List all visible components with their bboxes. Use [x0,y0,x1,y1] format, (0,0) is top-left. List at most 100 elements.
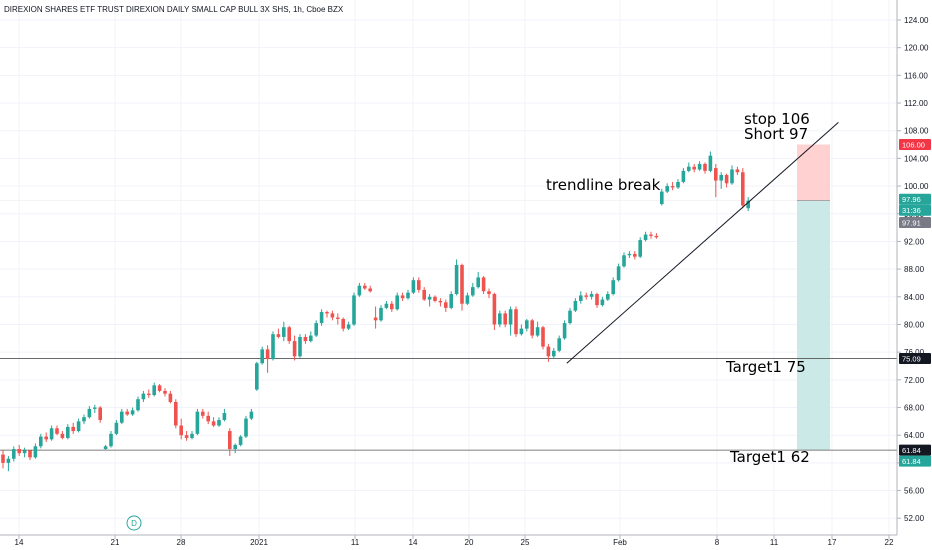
candle-body [152,385,156,396]
candle [616,263,621,282]
stop-loss-zone[interactable] [797,144,830,201]
candle-body [465,295,470,304]
candle-body [665,186,669,192]
candle [255,361,259,391]
candle-body [730,169,734,184]
level-62-badge-text: 61.84 [902,446,921,455]
candle [141,390,146,402]
candle-body [211,421,216,426]
candle [660,188,664,206]
candle [179,418,183,440]
candle-body [249,411,254,419]
candle-body [460,264,464,304]
horizontal-levels[interactable] [0,200,897,451]
candle-body [190,433,194,438]
candle [703,162,707,174]
candle [163,388,167,397]
candle [282,321,286,342]
candle-body [708,155,713,171]
level-62-badge-alt-bg [899,455,931,467]
dividend-marker[interactable]: D [126,515,142,531]
stop-price-badge-bg [899,139,931,151]
candle [449,291,453,310]
y-tick-label: 88.00 [904,265,925,274]
candle [93,404,97,414]
candle [643,231,648,242]
candle-body [136,399,140,411]
candle-body [141,393,146,400]
candle-body [681,170,686,182]
candle-body [319,312,324,324]
candle [719,172,723,189]
candle [579,291,583,304]
candle-body [687,166,691,171]
candle-body [654,235,659,238]
profit-target-zone[interactable] [797,200,830,451]
chart-grid [0,0,897,535]
candle [157,383,162,393]
candle [395,292,399,311]
candle [390,300,394,313]
candle-body [238,436,243,445]
stop-price-badge-text: 106.00 [902,141,925,150]
candle-body [433,296,437,301]
candle [692,163,696,173]
last-price-badge-text: 97.96 [902,195,921,204]
candle [125,408,129,416]
candle-body [125,411,129,415]
candle [82,414,86,425]
candle [184,431,189,441]
x-tick-label: 2021 [250,538,268,547]
chart-title: DIREXION SHARES ETF TRUST DIREXION DAILY… [4,5,344,14]
y-tick-label: 64.00 [904,431,925,440]
candle-body [390,303,394,310]
candle-body [222,413,227,420]
candle [438,298,443,307]
level-75-badge: 75.09 [899,352,931,364]
candle-body [525,320,529,329]
candle [352,292,356,326]
candle-body [411,280,416,293]
trendline-segment[interactable] [566,122,839,364]
candle [373,306,378,329]
candle-body [255,363,259,390]
candle-body [363,285,367,289]
candle [708,151,713,173]
candle-body [103,446,108,450]
candle-body [379,307,383,321]
entry-price-badge-text: 97.91 [902,219,921,228]
candle-body [265,349,270,360]
x-tick-label: 21 [111,538,120,547]
y-tick-label: 116.00 [904,71,928,80]
candle [33,443,38,459]
candle-body [622,255,626,267]
candle [530,318,534,339]
x-tick-label: 20 [465,538,474,547]
candle [49,425,54,441]
x-tick-label: 25 [521,538,530,547]
y-tick-label: 84.00 [904,293,925,302]
candle-body [670,186,675,188]
candle [190,431,194,440]
candle-body [60,433,65,438]
candle-body [325,312,329,314]
candle [292,335,297,361]
candle [233,443,237,454]
candle [260,346,264,365]
candle-body [503,313,507,325]
candle-body [1,454,5,463]
candle [741,168,745,209]
candle [670,181,675,191]
candle-body [298,336,302,357]
candle [244,415,248,438]
candle [444,299,448,313]
candle-body [282,327,286,337]
candle [201,408,205,419]
candle [595,292,599,308]
risk-reward-zones[interactable] [797,144,830,451]
candle-body [55,428,59,434]
candle [535,321,540,337]
trendline[interactable] [566,122,839,364]
candle-body [697,163,702,170]
